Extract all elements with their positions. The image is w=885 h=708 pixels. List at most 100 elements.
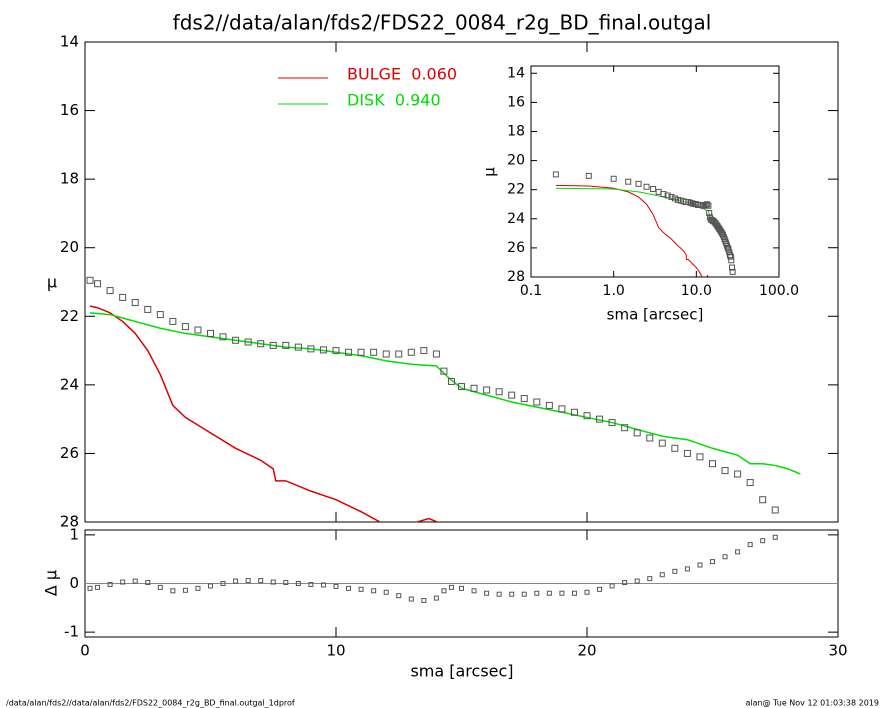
y-tick-label: 24 xyxy=(60,375,79,393)
data-point xyxy=(520,395,528,403)
data-point xyxy=(244,338,252,346)
x-tick-label: 10.0 xyxy=(681,283,712,299)
data-point xyxy=(704,201,711,208)
residual-point xyxy=(559,590,565,596)
residual-point xyxy=(270,579,276,585)
data-point xyxy=(633,429,641,437)
residual-point xyxy=(659,572,665,578)
data-point xyxy=(570,408,578,416)
data-point xyxy=(721,467,729,475)
y-tick-label: 16 xyxy=(60,101,79,119)
y-tick-label: 18 xyxy=(60,170,79,188)
data-point xyxy=(635,180,642,187)
data-point xyxy=(610,175,617,182)
residual-point xyxy=(396,593,402,599)
data-point xyxy=(668,193,675,200)
residual-point xyxy=(571,590,577,596)
data-point xyxy=(719,230,726,237)
y-tick-label: 24 xyxy=(507,211,525,227)
y-axis-label: Δ μ xyxy=(42,570,61,596)
residual-point xyxy=(509,591,515,597)
residual-point xyxy=(697,562,703,568)
residual-point xyxy=(408,596,414,602)
residual-point xyxy=(132,578,138,584)
residual-point xyxy=(546,590,552,596)
y-tick-label: 18 xyxy=(507,123,525,139)
residual-point xyxy=(107,581,113,587)
residual-point xyxy=(441,588,447,594)
data-point xyxy=(144,305,152,313)
data-point xyxy=(706,209,713,216)
data-point xyxy=(282,341,290,349)
data-point xyxy=(332,347,340,355)
x-axis-label: sma [arcsec] xyxy=(410,662,513,681)
residual-point xyxy=(735,549,741,555)
data-point xyxy=(671,444,679,452)
residual-point xyxy=(534,590,540,596)
data-point xyxy=(621,424,629,432)
y-tick-label: 26 xyxy=(60,444,79,462)
residual-point xyxy=(672,568,678,574)
x-tick-label: 0 xyxy=(80,642,90,660)
residual-point xyxy=(772,534,778,540)
residual-point xyxy=(421,598,427,604)
data-point xyxy=(696,453,704,461)
data-point xyxy=(705,202,712,209)
data-point xyxy=(131,299,139,307)
residual-point xyxy=(622,580,628,586)
legend-label: DISK 0.940 xyxy=(347,91,441,110)
residual-point xyxy=(684,566,690,572)
model-line xyxy=(555,184,710,277)
residual-point xyxy=(308,581,314,587)
data-point xyxy=(269,341,277,349)
data-point xyxy=(759,496,767,504)
data-point xyxy=(407,348,415,356)
data-point xyxy=(746,479,754,487)
residual-point xyxy=(87,585,93,591)
y-tick-label: 0 xyxy=(69,574,79,592)
model-line xyxy=(89,312,801,475)
residual-point xyxy=(597,586,603,592)
residual-point xyxy=(157,584,163,590)
residual-point xyxy=(182,587,188,593)
data-point xyxy=(432,350,440,358)
data-point xyxy=(395,350,403,358)
residual-point xyxy=(471,588,477,594)
data-point xyxy=(181,323,189,331)
residual-point xyxy=(722,554,728,560)
data-point xyxy=(771,506,779,514)
residual-point xyxy=(233,578,239,584)
chart-title: fds2//data/alan/fds2/FDS22_0084_r2g_BD_f… xyxy=(173,11,712,35)
plot-area xyxy=(86,276,801,522)
footer-right: alan@ Tue Nov 12 01:03:38 2019 xyxy=(745,699,879,708)
x-tick-label: 0.1 xyxy=(520,283,542,299)
data-point xyxy=(370,348,378,356)
residual-point xyxy=(710,559,715,565)
data-point xyxy=(319,346,327,354)
x-tick-label: 20 xyxy=(577,642,596,660)
inset-x-label: sma [arcsec] xyxy=(607,306,704,324)
data-point xyxy=(86,276,94,284)
residual-point xyxy=(258,578,264,584)
residual-point xyxy=(584,589,590,595)
x-tick-label: 1.0 xyxy=(603,283,625,299)
data-point xyxy=(664,192,671,199)
residual-point xyxy=(371,588,377,594)
data-point xyxy=(734,470,742,478)
residual-point xyxy=(647,576,653,582)
data-point xyxy=(596,415,604,423)
residual-point xyxy=(496,591,502,597)
residual-point xyxy=(220,581,226,586)
residual-point xyxy=(459,585,464,591)
plot-frame xyxy=(530,65,780,278)
residual-point xyxy=(634,578,640,584)
residual-point xyxy=(333,583,339,589)
y-tick-label: 26 xyxy=(507,240,525,256)
data-point xyxy=(683,449,691,457)
data-point xyxy=(508,391,516,399)
footer-left: /data/alan/fds2//data/alan/fds2/FDS22_00… xyxy=(6,699,295,708)
residual-point xyxy=(208,583,213,589)
residual-point xyxy=(120,579,126,585)
data-point xyxy=(420,347,428,355)
